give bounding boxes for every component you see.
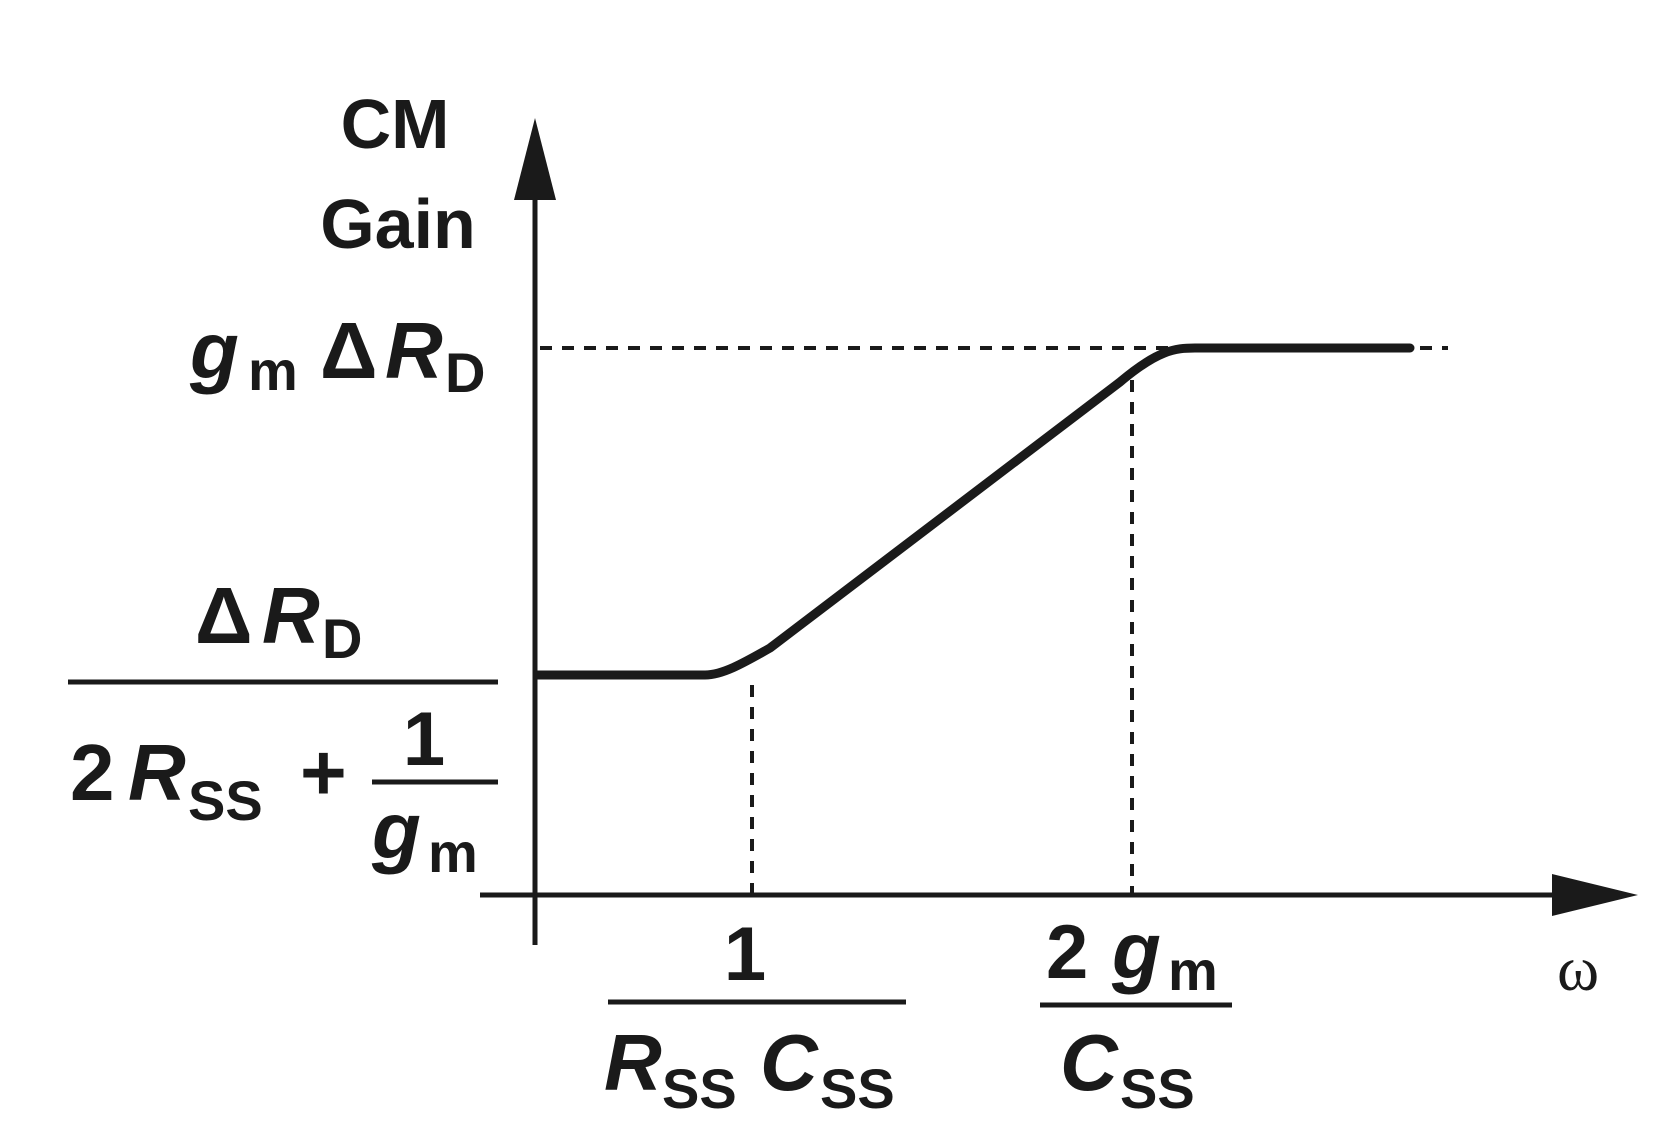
second-corner-den-c-sub: SS — [1120, 1057, 1195, 1120]
y-axis-label-line1: CM — [341, 85, 450, 163]
x-axis-arrow-icon — [1552, 874, 1638, 916]
low-level-inner-g: g — [371, 786, 421, 875]
low-level-inner-num: 1 — [403, 697, 445, 782]
high-level-r: R — [385, 306, 443, 395]
first-corner-den-c-sub: SS — [820, 1057, 895, 1120]
low-level-inner-g-sub: m — [428, 821, 478, 884]
x-axis — [480, 874, 1638, 916]
second-corner-num-two: 2 — [1046, 910, 1088, 995]
first-corner-num: 1 — [724, 912, 766, 997]
second-corner-label: 2 g m C SS — [1040, 906, 1232, 1120]
gain-response-curve — [532, 343, 1415, 680]
low-level-num-delta: Δ — [195, 571, 253, 660]
y-axis — [514, 118, 556, 945]
low-level-den-r: R — [128, 728, 186, 817]
second-corner-den-c: C — [1060, 1018, 1119, 1107]
low-level-num-r-sub: D — [322, 607, 362, 670]
low-level-den-two: 2 — [70, 728, 115, 817]
low-level-den-r-sub: SS — [188, 769, 263, 832]
high-level-r-sub: D — [445, 341, 485, 404]
guide-lines — [540, 346, 1448, 895]
y-axis-label-line2: Gain — [320, 185, 476, 263]
low-level-label: Δ R D 2 R SS + 1 g m — [68, 571, 498, 884]
high-level-g-sub: m — [248, 339, 298, 402]
first-corner-den-r-sub: SS — [662, 1057, 737, 1120]
first-corner-den-r: R — [604, 1018, 662, 1107]
high-level-g: g — [189, 306, 239, 395]
first-corner-label: 1 R SS C SS — [604, 912, 906, 1120]
low-level-num-r: R — [262, 571, 320, 660]
high-level-label: g m Δ R D — [189, 306, 485, 404]
high-level-delta: Δ — [320, 306, 378, 395]
x-axis-label: ω — [1557, 933, 1599, 1004]
first-corner-den-c: C — [760, 1018, 819, 1107]
second-corner-num-g: g — [1111, 906, 1161, 995]
low-level-den-plus: + — [300, 728, 347, 817]
y-axis-arrow-icon — [514, 118, 556, 200]
second-corner-num-g-sub: m — [1168, 939, 1218, 1002]
